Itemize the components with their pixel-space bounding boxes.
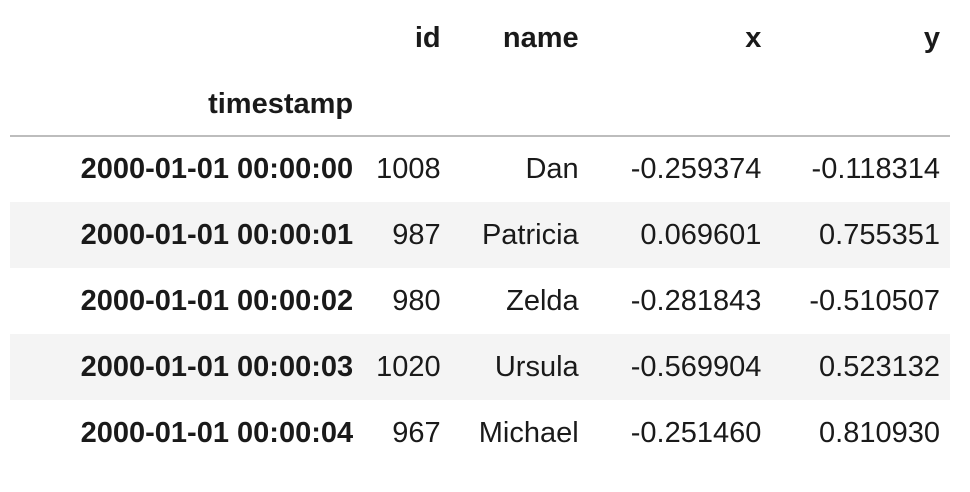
cell-name: Dan: [525, 153, 579, 185]
row-index-timestamp: 2000-01-01 00:00:04: [80, 416, 354, 449]
cell-name: Zelda: [506, 284, 579, 317]
column-header-row: id name x y: [10, 0, 950, 74]
row-index-timestamp: 2000-01-01 00:00:00: [80, 153, 354, 185]
column-header-id: id: [414, 21, 441, 54]
dataframe-table: id name x y timestamp 2000-01-01 00:00:0…: [10, 0, 950, 466]
cell-id: 1008: [376, 153, 441, 185]
table-row: 2000-01-01 00:00:00 1008 Dan -0.259374 -…: [10, 136, 950, 202]
cell-id: 1020: [376, 350, 441, 383]
cell-x: 0.069601: [640, 218, 762, 251]
cell-y: -0.510507: [809, 284, 940, 317]
row-index-timestamp: 2000-01-01 00:00:01: [80, 218, 354, 251]
cell-id: 987: [392, 218, 441, 251]
table-row: 2000-01-01 00:00:03 1020 Ursula -0.56990…: [10, 334, 950, 400]
header-blank-cell: [10, 0, 353, 74]
row-index-timestamp: 2000-01-01 00:00:02: [80, 284, 354, 317]
index-header-blank: [775, 74, 950, 137]
cell-y: 0.755351: [819, 218, 940, 251]
cell-id: 980: [392, 284, 441, 317]
cell-y: 0.810930: [819, 416, 940, 449]
table-body: 2000-01-01 00:00:00 1008 Dan -0.259374 -…: [10, 136, 950, 466]
row-index-timestamp: 2000-01-01 00:00:03: [80, 350, 354, 383]
index-header-timestamp: timestamp: [10, 74, 354, 137]
table-row: 2000-01-01 00:00:01 987 Patricia 0.06960…: [10, 202, 950, 268]
cell-id: 967: [392, 416, 441, 449]
table-row: 2000-01-01 00:00:04 967 Michael -0.25146…: [10, 400, 950, 466]
table-row: 2000-01-01 00:00:02 980 Zelda -0.281843 …: [10, 268, 950, 334]
index-header-blank: [454, 74, 593, 137]
cell-x: -0.251460: [630, 416, 762, 449]
cell-x: -0.281843: [630, 284, 762, 317]
index-header-blank: [592, 74, 776, 137]
column-header-y: y: [923, 21, 940, 54]
cell-y: -0.118314: [811, 153, 940, 185]
index-header-row: timestamp: [10, 74, 950, 137]
cell-name: Ursula: [494, 350, 579, 383]
index-header-blank: [353, 74, 455, 137]
cell-name: Patricia: [481, 218, 579, 251]
column-header-name: name: [502, 21, 579, 54]
cell-y: 0.523132: [819, 350, 940, 383]
cell-x: -0.259374: [630, 153, 762, 185]
cell-name: Michael: [478, 416, 579, 449]
column-header-x: x: [745, 21, 762, 54]
cell-x: -0.569904: [630, 350, 762, 383]
table-header: id name x y timestamp: [10, 0, 950, 137]
